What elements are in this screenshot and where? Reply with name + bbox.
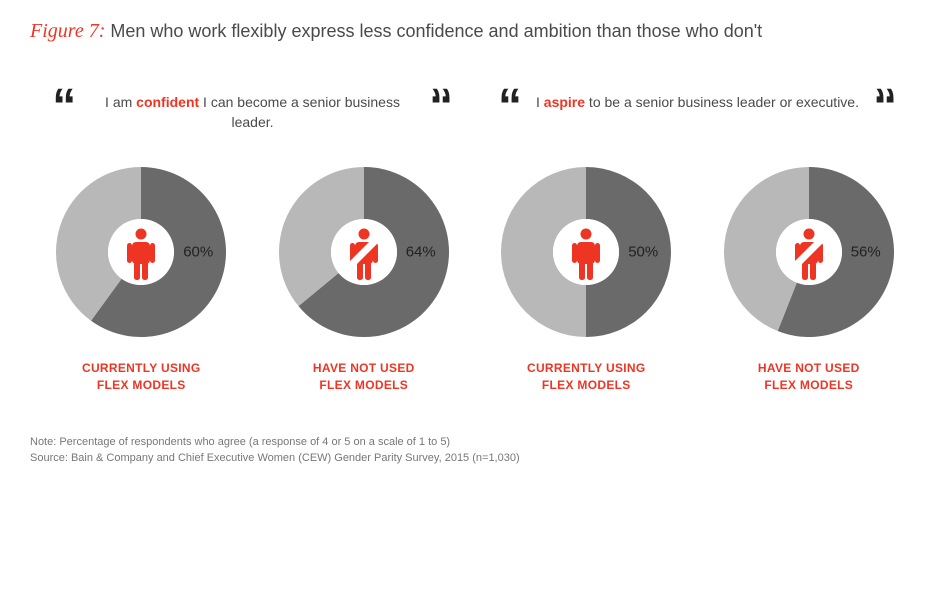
caption-line-1: CURRENTLY USING [82,361,201,375]
donut-chart: 56% HAVE NOT USED FLEX MODELS [699,162,919,394]
percent-label: 60% [183,244,213,261]
quote-post: I can become a senior business leader. [199,94,400,130]
footnote-note: Note: Percentage of respondents who agre… [30,434,920,451]
donut-wrap: 50% [496,162,676,342]
caption-line-2: FLEX MODELS [97,378,186,392]
caption-line-1: HAVE NOT USED [313,361,415,375]
percent-label: 50% [628,244,658,261]
chart-caption: HAVE NOT USED FLEX MODELS [313,360,415,394]
quote-block-confidence: “ I am confident I can become a senior b… [52,93,453,132]
percent-label: 56% [851,244,881,261]
quote-highlight: aspire [544,94,585,110]
caption-line-2: FLEX MODELS [319,378,408,392]
open-quote-icon: “ [52,93,70,122]
quote-text: I aspire to be a senior business leader … [516,93,879,113]
caption-line-2: FLEX MODELS [542,378,631,392]
caption-line-1: CURRENTLY USING [527,361,646,375]
quote-text: I am confident I can become a senior bus… [70,93,435,132]
donut-chart: 60% CURRENTLY USING FLEX MODELS [31,162,251,394]
donut-wrap: 64% [274,162,454,342]
quote-block-aspire: “ I aspire to be a senior business leade… [497,93,898,132]
percent-label: 64% [406,244,436,261]
quote-highlight: confident [136,94,199,110]
quotes-row: “ I am confident I can become a senior b… [30,93,920,132]
chart-caption: HAVE NOT USED FLEX MODELS [758,360,860,394]
donut-wrap: 60% [51,162,231,342]
donut-chart: 64% HAVE NOT USED FLEX MODELS [254,162,474,394]
figure-label: Figure 7: [30,20,105,42]
caption-line-2: FLEX MODELS [764,378,853,392]
donut-wrap: 56% [719,162,899,342]
quote-post: to be a senior business leader or execut… [585,94,859,110]
chart-caption: CURRENTLY USING FLEX MODELS [82,360,201,394]
charts-row: 60% CURRENTLY USING FLEX MODELS 64% HAVE… [30,162,920,394]
close-quote-icon: “ [435,93,453,122]
quote-pre: I [536,94,544,110]
donut-chart: 50% CURRENTLY USING FLEX MODELS [476,162,696,394]
chart-caption: CURRENTLY USING FLEX MODELS [527,360,646,394]
caption-line-1: HAVE NOT USED [758,361,860,375]
footnote-source: Source: Bain & Company and Chief Executi… [30,450,920,467]
open-quote-icon: “ [498,93,516,122]
footnotes: Note: Percentage of respondents who agre… [30,434,920,467]
quote-pre: I am [105,94,136,110]
figure-title-text: Men who work flexibly express less confi… [110,21,762,41]
figure-title: Figure 7: Men who work flexibly express … [30,20,920,43]
close-quote-icon: “ [879,93,897,122]
